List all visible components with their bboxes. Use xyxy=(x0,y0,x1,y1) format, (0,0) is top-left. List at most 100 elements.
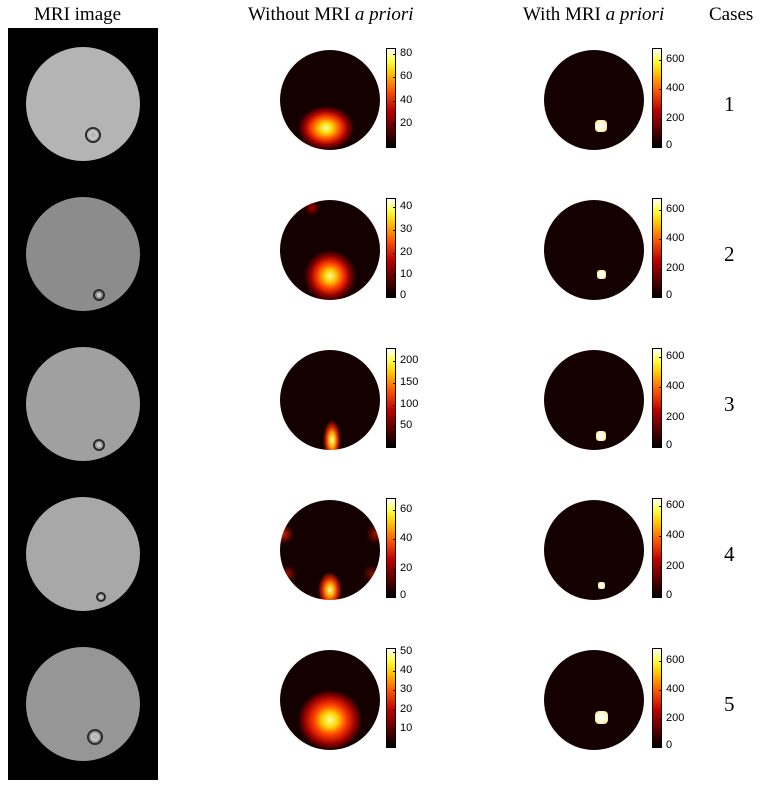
with-colorbar-tick-mark xyxy=(659,505,662,507)
without-colorbar-tick-label: 50 xyxy=(400,644,413,657)
without-colorbar-tick-label: 200 xyxy=(400,354,419,367)
with-colorbar-tick-mark xyxy=(659,536,662,538)
with-colorbar-tick-mark xyxy=(659,719,662,720)
with-colorbar-tick-mark xyxy=(659,597,662,598)
with-colorbar-tick-mark xyxy=(659,239,662,241)
without-colorbar-tick-mark xyxy=(393,297,396,298)
without-mri-reconstruction-case-3 xyxy=(280,350,380,450)
without-colorbar-tick-mark xyxy=(393,568,396,570)
with-colorbar-case-1 xyxy=(652,48,662,148)
without-colorbar-tick-mark xyxy=(393,539,396,541)
without-colorbar-tick-mark xyxy=(393,597,396,598)
with-colorbar-tick-mark xyxy=(659,209,662,211)
without-colorbar-case-1 xyxy=(386,48,396,148)
mri-image-case-2 xyxy=(8,180,158,328)
header-without-prefix: Without MRI xyxy=(248,4,355,25)
without-colorbar-tick-label: 10 xyxy=(400,721,413,734)
mri-image-case-4 xyxy=(8,480,158,628)
case-row-3: 200 150 100 50 600 400 200 0 3 xyxy=(0,328,762,478)
without-colorbar-tick-label: 0 xyxy=(400,289,407,301)
mri-image-column xyxy=(8,28,158,780)
header-cases: Cases xyxy=(709,4,754,25)
with-colorbar-tick-label: 0 xyxy=(666,139,673,151)
without-colorbar-tick-mark xyxy=(393,361,396,363)
with-mri-reconstruction-case-3 xyxy=(544,350,644,450)
case-number: 5 xyxy=(724,692,735,716)
without-colorbar-tick-label: 40 xyxy=(400,93,413,106)
mri-image-case-3 xyxy=(8,330,158,478)
with-colorbar-tick-mark xyxy=(659,268,662,270)
mri-inclusion xyxy=(93,289,105,301)
case-row-1: 80 60 40 20 600 400 200 0 1 xyxy=(0,28,762,178)
with-colorbar-tick-mark xyxy=(659,59,662,61)
with-colorbar-tick-label: 200 xyxy=(666,712,685,724)
without-colorbar-tick-mark xyxy=(393,100,396,102)
header-without-mri-a-priori: Without MRI a priori xyxy=(248,4,414,26)
without-mri-reconstruction-case-1 xyxy=(280,50,380,150)
reconstructed-inclusion xyxy=(597,581,605,589)
with-colorbar-tick-mark xyxy=(659,661,662,663)
with-colorbar-tick-mark xyxy=(659,690,662,692)
mri-phantom-disk xyxy=(26,497,140,611)
without-colorbar-tick-mark xyxy=(393,252,396,254)
without-colorbar-tick-mark xyxy=(393,53,396,55)
with-mri-reconstruction-case-2 xyxy=(544,200,644,300)
reconstructed-inclusion xyxy=(595,120,607,132)
with-colorbar-tick-label: 600 xyxy=(666,498,685,511)
without-colorbar-tick-mark xyxy=(393,728,396,730)
with-colorbar-tick-mark xyxy=(659,118,662,120)
reconstructed-inclusion xyxy=(596,269,606,279)
without-colorbar-tick-label: 20 xyxy=(400,561,413,574)
with-colorbar-tick-label: 400 xyxy=(666,380,685,393)
mri-image-case-5 xyxy=(8,630,158,778)
header-with-mri-a-priori: With MRI a priori xyxy=(523,4,664,26)
mri-inclusion xyxy=(87,729,103,745)
without-colorbar-tick-label: 40 xyxy=(400,664,413,677)
with-colorbar-tick-mark xyxy=(659,447,662,448)
without-colorbar-tick-label: 20 xyxy=(400,245,413,258)
without-colorbar-tick-mark xyxy=(393,229,396,231)
without-mri-reconstruction-case-4 xyxy=(280,500,380,600)
without-colorbar-tick-label: 40 xyxy=(400,200,413,213)
case-number: 2 xyxy=(724,242,735,266)
with-colorbar-case-2 xyxy=(652,198,662,298)
reconstructed-inclusion xyxy=(596,431,606,441)
case-number: 4 xyxy=(724,542,735,566)
with-colorbar-tick-label: 600 xyxy=(666,52,685,65)
without-colorbar-tick-label: 40 xyxy=(400,532,413,545)
without-colorbar-tick-label: 20 xyxy=(400,702,413,715)
without-colorbar-tick-mark xyxy=(393,651,396,653)
with-colorbar-tick-label: 400 xyxy=(666,82,685,95)
without-colorbar-tick-mark xyxy=(393,124,396,126)
case-row-5: 50 40 30 20 10 600 400 200 0 5 xyxy=(0,628,762,778)
with-colorbar-tick-mark xyxy=(659,89,662,91)
without-colorbar-tick-mark xyxy=(393,404,396,406)
without-mri-reconstruction-case-5 xyxy=(280,650,380,750)
without-colorbar-tick-mark xyxy=(393,275,396,277)
with-colorbar-tick-mark xyxy=(659,417,662,419)
with-colorbar-tick-label: 600 xyxy=(666,202,685,215)
with-colorbar-tick-label: 400 xyxy=(666,232,685,245)
with-colorbar-case-4 xyxy=(652,498,662,598)
case-row-4: 60 40 20 0 600 400 200 0 4 xyxy=(0,478,762,628)
mri-inclusion xyxy=(93,439,105,451)
with-mri-reconstruction-case-4 xyxy=(544,500,644,600)
with-colorbar-tick-label: 400 xyxy=(666,529,685,542)
with-colorbar-tick-mark xyxy=(659,747,662,748)
without-colorbar-case-2 xyxy=(386,198,396,298)
without-colorbar-tick-mark xyxy=(393,77,396,79)
header-mri-image: MRI image xyxy=(34,4,122,25)
case-number: 3 xyxy=(724,392,735,416)
with-colorbar-case-5 xyxy=(652,648,662,748)
without-colorbar-tick-label: 10 xyxy=(400,268,413,281)
header-with-prefix: With MRI xyxy=(523,4,606,25)
with-colorbar-tick-mark xyxy=(659,357,662,359)
without-colorbar-tick-label: 150 xyxy=(400,375,419,388)
with-mri-reconstruction-case-5 xyxy=(544,650,644,750)
with-colorbar-tick-label: 0 xyxy=(666,739,673,751)
without-colorbar-tick-label: 60 xyxy=(400,502,413,515)
without-colorbar-tick-mark xyxy=(393,207,396,209)
with-colorbar-tick-label: 200 xyxy=(666,560,685,573)
mri-phantom-disk xyxy=(26,197,140,311)
header-with-italic: a priori xyxy=(605,4,665,25)
